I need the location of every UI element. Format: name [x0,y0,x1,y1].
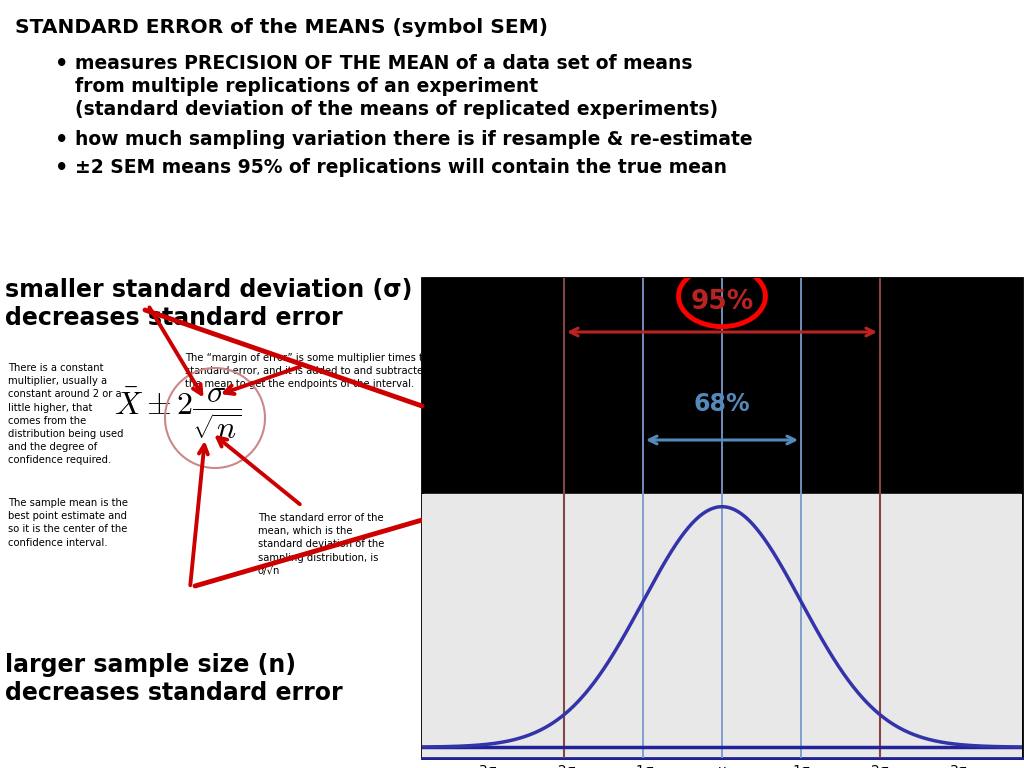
Text: smaller standard deviation (σ)
decreases standard error: smaller standard deviation (σ) decreases… [5,278,413,329]
Text: The standard error of the
mean, which is the
standard deviation of the
sampling : The standard error of the mean, which is… [258,513,384,576]
Text: from multiple replications of an experiment: from multiple replications of an experim… [75,77,539,96]
Text: larger sample size (n)
decreases standard error: larger sample size (n) decreases standar… [5,653,343,705]
Text: ±2 SEM means 95% of replications will contain the true mean: ±2 SEM means 95% of replications will co… [75,158,727,177]
Text: (standard deviation of the means of replicated experiments): (standard deviation of the means of repl… [75,100,718,119]
Text: There is a constant
multiplier, usually a
constant around 2 or a
little higher, : There is a constant multiplier, usually … [8,363,124,465]
Bar [422,494,1022,758]
Text: •: • [55,54,69,74]
Text: •: • [55,130,69,150]
Text: STANDARD ERROR of the MEANS (symbol SEM): STANDARD ERROR of the MEANS (symbol SEM) [15,18,548,37]
Text: 95%: 95% [690,289,754,315]
Text: how much sampling variation there is if resample & re-estimate: how much sampling variation there is if … [75,130,753,149]
Text: measures PRECISION OF THE MEAN of a data set of means: measures PRECISION OF THE MEAN of a data… [75,54,692,73]
Text: •: • [55,158,69,178]
Bar [422,278,1022,494]
Text: $\bar{X} \pm 2\dfrac{\sigma}{\sqrt{n}}$: $\bar{X} \pm 2\dfrac{\sigma}{\sqrt{n}}$ [115,386,242,441]
Text: The sample mean is the
best point estimate and
so it is the center of the
confid: The sample mean is the best point estima… [8,498,128,548]
Bar [422,278,1022,758]
Text: The “margin of error” is some multiplier times the
standard error, and it is add: The “margin of error” is some multiplier… [185,353,456,389]
Text: 68%: 68% [693,392,751,416]
